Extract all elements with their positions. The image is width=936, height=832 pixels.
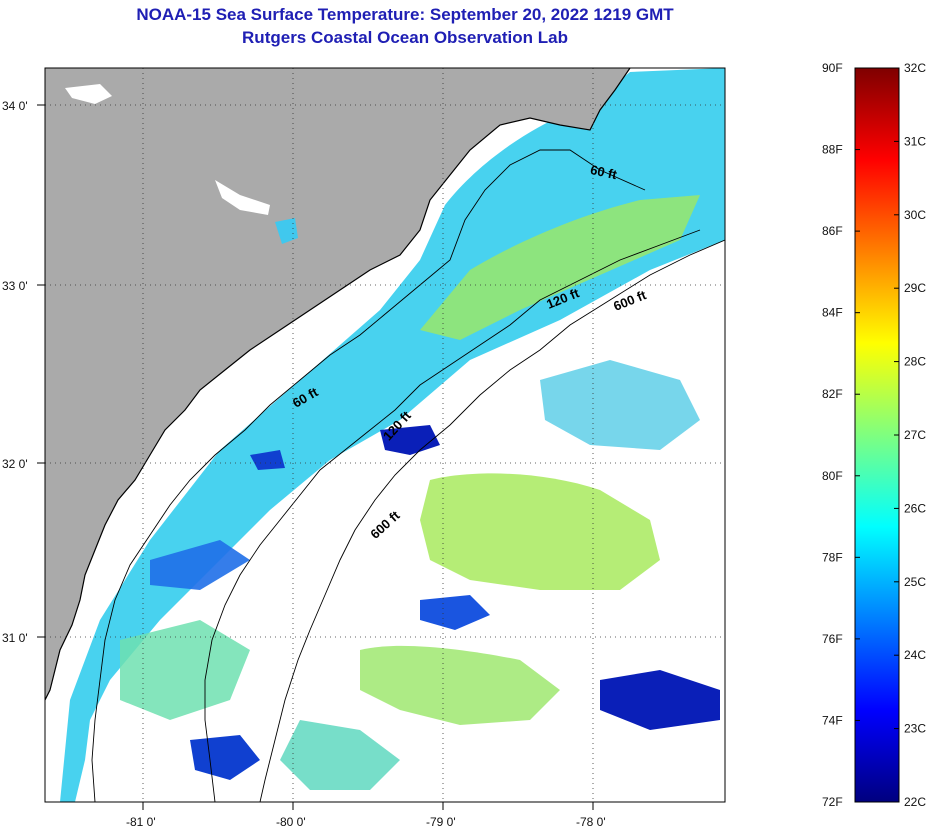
colorbar: 90F 88F 86F 84F 82F 80F 78F 76F 74F 72F 32C 31C 30C 2… <box>822 61 926 809</box>
colorbar-f-label: 90F <box>822 61 843 75</box>
colorbar-f-label: 78F <box>822 550 843 564</box>
lon-label-78: -78 0' <box>576 815 606 829</box>
graticule <box>45 68 725 802</box>
coastline <box>45 68 631 701</box>
colorbar-f-label: 76F <box>822 632 843 646</box>
frame-ticks <box>37 104 594 810</box>
lat-label-31: 31 0' <box>2 631 28 645</box>
sst-offshore-patch-5 <box>280 720 400 790</box>
lon-label-80: -80 0' <box>276 815 306 829</box>
land-area <box>45 68 630 700</box>
colorbar-c-label: 30C <box>904 208 926 222</box>
sst-warm-band <box>420 195 700 340</box>
lake-fragment-2 <box>215 180 270 215</box>
colorbar-c-label: 32C <box>904 61 926 75</box>
sst-cool-patch-2 <box>600 670 720 730</box>
colorbar-f-label: 84F <box>822 306 843 320</box>
colorbar-c-label: 23C <box>904 722 926 736</box>
colorbar-f-label: 86F <box>822 224 843 238</box>
colorbar-c-label: 27C <box>904 428 926 442</box>
lake-fragment-1 <box>65 84 112 104</box>
lon-label-79: -79 0' <box>426 815 456 829</box>
colorbar-f-label: 80F <box>822 469 843 483</box>
sst-cool-patch-1 <box>380 425 440 455</box>
colorbar-f-label: 82F <box>822 387 843 401</box>
sst-offshore-patch-3 <box>540 360 700 450</box>
lon-label-81: -81 0' <box>126 815 156 829</box>
lat-label-34: 34 0' <box>2 99 28 113</box>
lake-fragment-3 <box>275 218 298 244</box>
map-title: NOAA-15 Sea Surface Temperature: Septemb… <box>136 5 674 24</box>
sst-offshore-patch-1 <box>420 473 660 590</box>
lat-label-33: 33 0' <box>2 279 28 293</box>
colorbar-c-label: 29C <box>904 281 926 295</box>
colorbar-c-label: 22C <box>904 795 926 809</box>
colorbar-f-label: 72F <box>822 795 843 809</box>
map-plot-area: 60 ft 120 ft 600 ft 60 ft 120 ft 600 ft <box>45 68 725 802</box>
colorbar-f-label: 74F <box>822 713 843 727</box>
colorbar-c-label: 31C <box>904 134 926 148</box>
map-frame <box>44 67 726 803</box>
sst-offshore-patch-2 <box>360 645 560 725</box>
colorbar-gradient <box>854 67 900 803</box>
sst-cool-patch-3 <box>190 735 260 780</box>
colorbar-c-label: 26C <box>904 501 926 515</box>
contour-label-60ft-north: 60 ft <box>589 162 619 182</box>
colorbar-c-label: 25C <box>904 575 926 589</box>
contour-120ft-line <box>204 229 701 802</box>
colorbar-f-label: 88F <box>822 143 843 157</box>
contour-60ft-line <box>91 149 646 802</box>
sst-cool-patch-5 <box>420 595 490 630</box>
sst-cool-patch-6 <box>150 540 250 590</box>
colorbar-c-label: 24C <box>904 648 926 662</box>
lat-label-32: 32 0' <box>2 457 28 471</box>
contour-600ft-line <box>259 239 725 802</box>
sst-cool-patch-4 <box>250 450 285 470</box>
map-subtitle: Rutgers Coastal Ocean Observation Lab <box>242 28 568 47</box>
colorbar-c-label: 28C <box>904 355 926 369</box>
sst-offshore-patch-4 <box>120 620 250 720</box>
